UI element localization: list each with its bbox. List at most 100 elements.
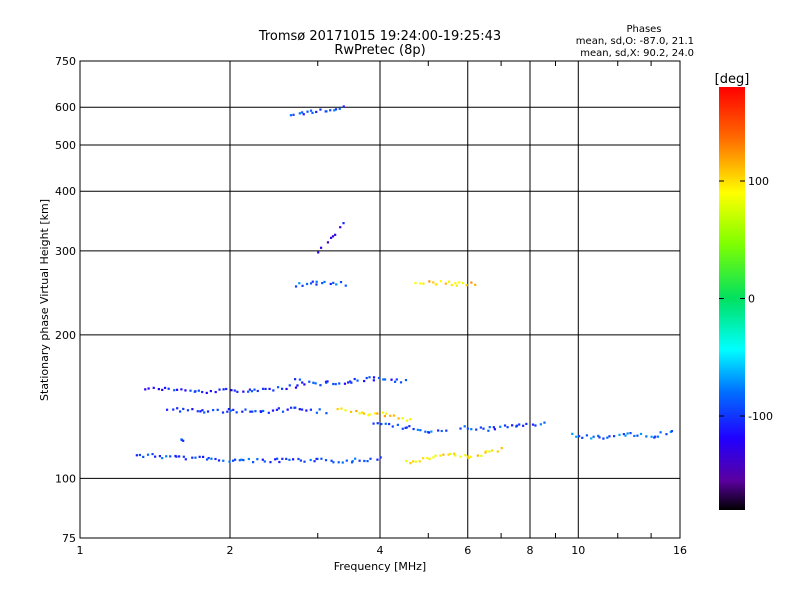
echo-point xyxy=(263,460,266,463)
y-tick-label: 200 xyxy=(55,329,76,342)
echo-point xyxy=(235,411,238,414)
echo-point xyxy=(491,449,494,452)
echo-point xyxy=(366,460,369,463)
echo-point xyxy=(315,411,319,414)
echo-point xyxy=(432,456,435,459)
echo-point xyxy=(216,408,219,411)
echo-point xyxy=(534,424,537,427)
echo-point xyxy=(238,459,241,462)
echo-point xyxy=(368,413,371,416)
echo-point xyxy=(330,459,333,462)
echo-point xyxy=(602,437,605,440)
echo-point xyxy=(274,458,277,461)
echo-point xyxy=(439,454,442,457)
echo-point xyxy=(226,410,229,413)
echo-point xyxy=(476,454,479,457)
echo-point xyxy=(337,461,340,464)
echo-point xyxy=(253,388,256,391)
echo-point xyxy=(269,461,272,464)
echo-point xyxy=(358,412,361,415)
echo-point xyxy=(201,390,204,394)
echo-point xyxy=(499,425,502,428)
echo-point xyxy=(147,387,150,390)
data-points xyxy=(135,105,674,465)
echo-point xyxy=(488,450,491,453)
echo-point xyxy=(376,412,379,415)
echo-point xyxy=(336,407,339,411)
echo-point xyxy=(484,450,488,453)
echo-point xyxy=(383,415,386,418)
phase-info-title: Phases xyxy=(626,24,661,35)
echo-point xyxy=(276,386,280,389)
echo-point xyxy=(437,429,440,432)
echo-point xyxy=(606,436,609,439)
echo-point xyxy=(467,456,470,460)
echo-point xyxy=(294,406,297,409)
echo-point xyxy=(297,457,300,461)
echo-point xyxy=(404,378,408,382)
echo-point xyxy=(271,409,275,412)
echo-point xyxy=(173,389,176,392)
echo-point xyxy=(315,457,318,461)
phase-info-x: mean, sd,X: 90.2, 24.0 xyxy=(580,48,694,59)
echo-point xyxy=(447,280,451,283)
echo-point xyxy=(300,408,304,411)
echo-point xyxy=(339,226,342,229)
echo-point xyxy=(194,456,197,459)
echo-point xyxy=(218,388,221,391)
echo-point xyxy=(539,423,542,426)
echo-point xyxy=(397,417,400,420)
echo-point xyxy=(326,380,329,383)
echo-point xyxy=(518,423,521,426)
echo-point xyxy=(291,458,295,461)
echo-point xyxy=(612,435,616,438)
echo-point xyxy=(280,387,284,390)
echo-point xyxy=(391,425,394,428)
echo-point xyxy=(430,430,433,433)
echo-point xyxy=(256,458,259,461)
echo-point xyxy=(365,376,368,380)
echo-point xyxy=(479,426,482,429)
echo-point xyxy=(389,414,392,417)
echo-point xyxy=(319,246,323,249)
echo-point xyxy=(227,408,230,411)
echo-point xyxy=(167,387,170,390)
echo-point xyxy=(326,241,330,244)
echo-point xyxy=(331,235,335,238)
echo-point xyxy=(329,109,332,112)
echo-point xyxy=(303,383,306,386)
echo-point xyxy=(636,434,639,437)
echo-point xyxy=(434,454,437,457)
echo-point xyxy=(191,408,194,411)
echo-point xyxy=(639,432,643,436)
y-tick-label: 300 xyxy=(55,245,76,258)
echo-point xyxy=(382,378,385,381)
colorbar-tick-label: 0 xyxy=(748,293,755,306)
echo-point xyxy=(248,388,252,391)
y-tick-label: 500 xyxy=(55,139,76,152)
echo-point xyxy=(286,408,289,411)
phase-info-o: mean, sd,O: -87.0, 21.1 xyxy=(576,36,694,47)
echo-point xyxy=(645,435,648,438)
echo-point xyxy=(184,389,187,392)
echo-point xyxy=(268,387,271,391)
echo-point xyxy=(455,284,458,287)
x-tick-label: 2 xyxy=(227,544,234,557)
echo-point xyxy=(626,432,629,435)
echo-point xyxy=(152,386,155,389)
echo-point xyxy=(362,412,366,415)
echo-point xyxy=(311,280,314,283)
echo-point xyxy=(178,455,181,458)
echo-point xyxy=(480,454,483,457)
echo-point xyxy=(228,460,231,463)
echo-point xyxy=(144,388,147,391)
echo-point xyxy=(484,451,487,454)
echo-point xyxy=(388,422,391,426)
echo-point xyxy=(353,377,356,381)
echo-point xyxy=(506,426,509,429)
echo-point xyxy=(281,457,284,460)
echo-point xyxy=(194,390,197,393)
echo-point xyxy=(629,432,632,435)
x-tick-label: 10 xyxy=(571,544,585,557)
